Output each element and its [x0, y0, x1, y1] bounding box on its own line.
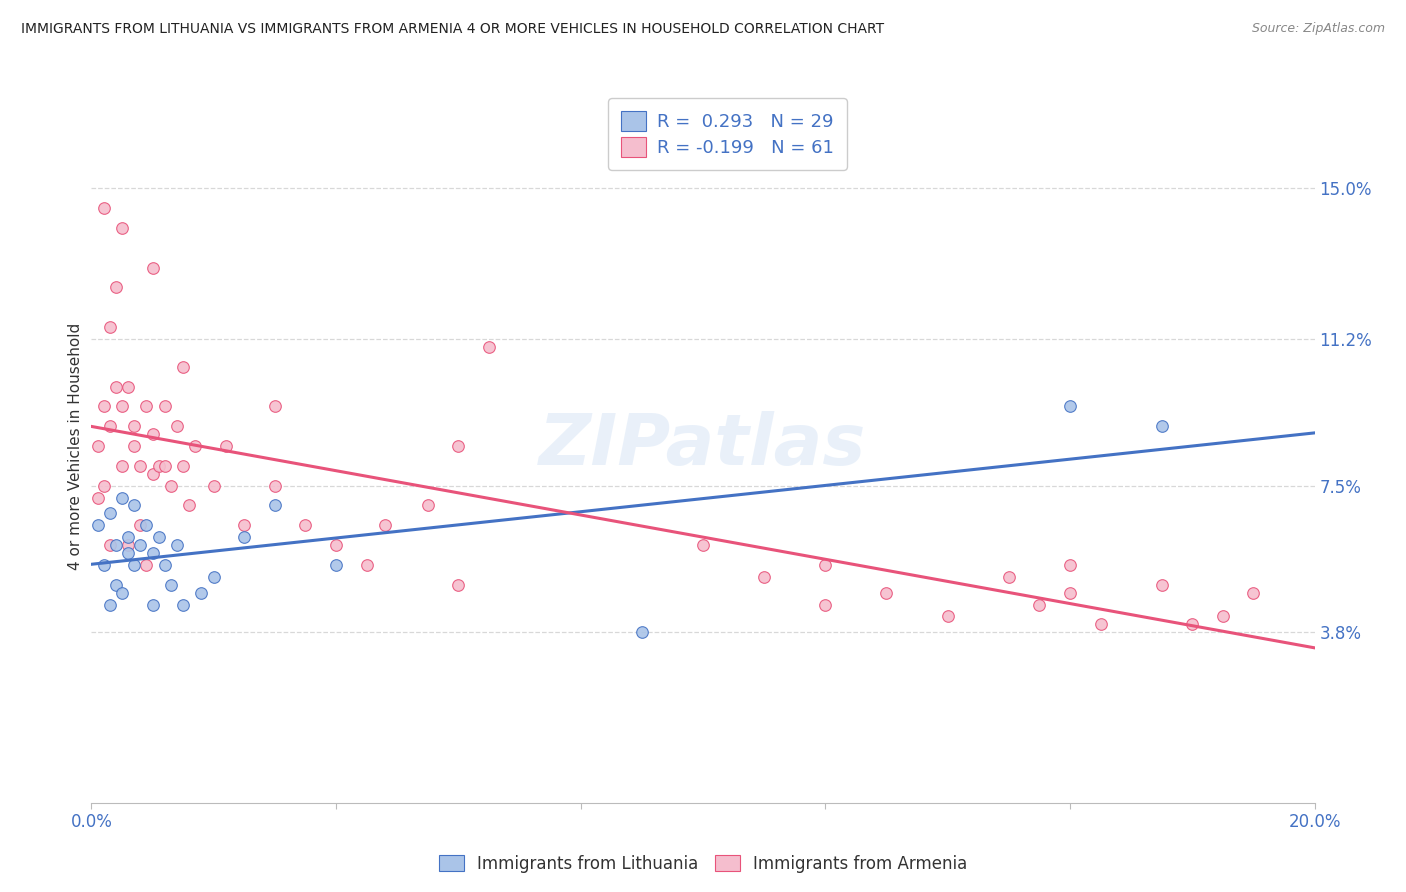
Point [692, 538, 714, 552]
Point [122, 558, 145, 572]
Point [135, 518, 157, 533]
Point [117, 546, 139, 560]
Point [141, 598, 163, 612]
Point [141, 260, 163, 275]
Point [184, 439, 207, 453]
Point [356, 558, 378, 572]
Legend: R =  0.293   N = 29, R = -0.199   N = 61: R = 0.293 N = 29, R = -0.199 N = 61 [609, 98, 846, 169]
Point [166, 419, 188, 434]
Point [129, 538, 152, 552]
Point [160, 478, 183, 492]
Point [1028, 598, 1050, 612]
Point [202, 478, 225, 492]
Point [172, 359, 194, 374]
Point [98, 419, 121, 434]
Point [104, 379, 127, 393]
Point [374, 518, 396, 533]
Point [104, 578, 127, 592]
Point [233, 530, 256, 544]
Text: IMMIGRANTS FROM LITHUANIA VS IMMIGRANTS FROM ARMENIA 4 OR MORE VEHICLES IN HOUSE: IMMIGRANTS FROM LITHUANIA VS IMMIGRANTS … [21, 22, 884, 37]
Point [1059, 585, 1081, 599]
Point [141, 467, 163, 481]
Point [122, 499, 145, 513]
Point [93, 478, 115, 492]
Point [166, 538, 188, 552]
Point [117, 538, 139, 552]
Point [122, 419, 145, 434]
Point [98, 320, 121, 334]
Point [447, 578, 470, 592]
Point [141, 427, 163, 442]
Point [153, 458, 176, 473]
Point [117, 379, 139, 393]
Point [202, 570, 225, 584]
Point [264, 499, 287, 513]
Point [93, 558, 115, 572]
Point [172, 458, 194, 473]
Point [172, 598, 194, 612]
Point [631, 625, 654, 640]
Point [98, 598, 121, 612]
Point [129, 458, 152, 473]
Point [478, 340, 501, 354]
Point [1059, 558, 1081, 572]
Point [111, 400, 134, 414]
Point [998, 570, 1021, 584]
Point [141, 546, 163, 560]
Point [1212, 609, 1234, 624]
Point [153, 558, 176, 572]
Point [86, 439, 108, 453]
Text: Source: ZipAtlas.com: Source: ZipAtlas.com [1251, 22, 1385, 36]
Point [98, 507, 121, 521]
Point [875, 585, 898, 599]
Point [153, 400, 176, 414]
Point [93, 400, 115, 414]
Point [111, 458, 134, 473]
Point [233, 518, 256, 533]
Point [129, 518, 152, 533]
Point [135, 400, 157, 414]
Point [1150, 419, 1173, 434]
Point [1181, 617, 1204, 632]
Point [160, 578, 183, 592]
Y-axis label: 4 or more Vehicles in Household: 4 or more Vehicles in Household [67, 322, 83, 570]
Point [264, 400, 287, 414]
Point [814, 598, 837, 612]
Point [86, 518, 108, 533]
Point [104, 280, 127, 294]
Point [148, 458, 170, 473]
Point [111, 221, 134, 235]
Point [325, 538, 347, 552]
Point [179, 499, 201, 513]
Point [325, 558, 347, 572]
Point [98, 538, 121, 552]
Point [104, 538, 127, 552]
Point [135, 558, 157, 572]
Point [754, 570, 776, 584]
Point [148, 530, 170, 544]
Point [122, 439, 145, 453]
Point [111, 585, 134, 599]
Point [936, 609, 959, 624]
Point [215, 439, 238, 453]
Point [117, 530, 139, 544]
Point [814, 558, 837, 572]
Point [190, 585, 212, 599]
Point [1243, 585, 1265, 599]
Point [86, 491, 108, 505]
Legend: Immigrants from Lithuania, Immigrants from Armenia: Immigrants from Lithuania, Immigrants fr… [432, 848, 974, 880]
Point [111, 491, 134, 505]
Point [416, 499, 439, 513]
Point [447, 439, 470, 453]
Point [264, 478, 287, 492]
Point [1150, 578, 1173, 592]
Point [93, 201, 115, 215]
Point [294, 518, 316, 533]
Point [1090, 617, 1112, 632]
Text: ZIPatlas: ZIPatlas [540, 411, 866, 481]
Point [1059, 400, 1081, 414]
